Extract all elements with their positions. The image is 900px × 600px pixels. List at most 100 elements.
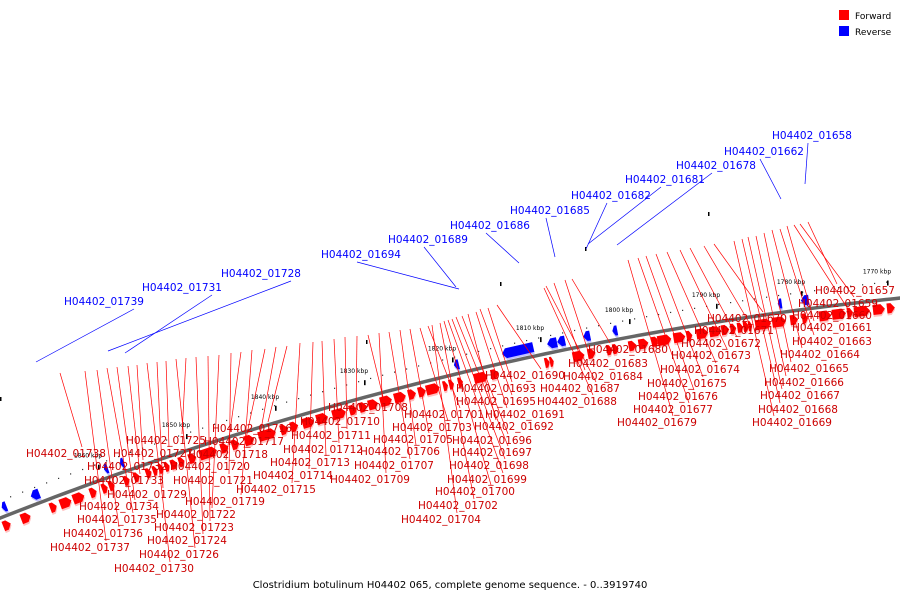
reverse-leader — [804, 142, 809, 185]
forward-leader — [181, 357, 187, 435]
forward-gene-label: H04402_01733 — [84, 475, 164, 487]
forward-gene — [58, 497, 73, 512]
reverse-gene-label: H04402_01685 — [510, 205, 590, 217]
scale-mark — [629, 319, 631, 325]
reverse-gene — [612, 325, 619, 338]
forward-gene — [132, 472, 141, 485]
forward-leader — [419, 327, 449, 422]
reverse-gene — [557, 335, 567, 349]
scale-mark — [452, 357, 454, 363]
gene-labels: H04402_01658 H04402_01662 H04402_01678 H044… — [26, 130, 895, 575]
reverse-gene — [547, 337, 559, 351]
forward-leader — [409, 328, 430, 434]
forward-leader — [211, 354, 220, 509]
forward-leader — [679, 249, 728, 350]
reverse-leader — [545, 217, 556, 258]
forward-gene-label: H04402_01663 — [792, 336, 872, 348]
reverse-gene-label: H04402_01689 — [388, 234, 468, 246]
scale-label: 1780 kbp — [777, 279, 805, 286]
reverse-gene — [103, 463, 111, 476]
forward-leader — [431, 324, 458, 514]
reverse-gene-label: H04402_01662 — [724, 146, 804, 158]
forward-gene-label: H04402_01664 — [780, 349, 860, 361]
forward-gene-label: H04402_01717 — [204, 436, 284, 448]
forward-gene — [230, 439, 240, 453]
forward-gene — [611, 343, 619, 357]
forward-gene-label: H04402_01715 — [236, 484, 316, 496]
forward-gene — [543, 357, 551, 370]
forward-gene — [48, 502, 58, 515]
reverse-gene-label: H04402_01678 — [676, 160, 756, 172]
forward-gene-label: H04402_01672 — [681, 338, 761, 350]
forward-gene-label: H04402_01722 — [156, 509, 236, 521]
forward-gene-label: H04402_01670 — [707, 313, 787, 325]
forward-leader — [127, 365, 141, 475]
forward-leader — [779, 228, 815, 336]
forward-gene-label: H04402_01684 — [563, 371, 643, 383]
forward-gene-label: H04402_01727 — [113, 448, 193, 460]
forward-gene-label: H04402_01729 — [107, 489, 187, 501]
reverse-leader — [616, 172, 713, 246]
forward-gene-label: H04402_01734 — [79, 501, 159, 513]
forward-leader — [543, 287, 594, 396]
reverse-leader — [585, 202, 608, 250]
forward-gene — [818, 310, 832, 324]
forward-leader — [571, 278, 611, 344]
forward-leader — [496, 304, 542, 370]
forward-gene-label: H04402_01721 — [173, 475, 253, 487]
reverse-gene — [30, 488, 42, 502]
forward-leader — [240, 349, 253, 496]
forward-gene-label: H04402_01707 — [354, 460, 434, 472]
forward-leader — [355, 335, 358, 416]
forward-gene — [801, 313, 809, 326]
forward-leader — [59, 372, 83, 448]
figure-caption: Clostridium botulinum H04402 065, comple… — [253, 580, 648, 591]
forward-leader — [156, 361, 164, 489]
forward-gene — [742, 321, 750, 334]
forward-leader — [439, 322, 475, 500]
forward-leader — [136, 364, 144, 461]
forward-gene-label: H04402_01720 — [170, 461, 250, 473]
forward-gene — [627, 340, 637, 354]
forward-leader — [344, 336, 348, 430]
forward-gene-label: H04402_01702 — [418, 500, 498, 512]
forward-leader — [755, 235, 787, 377]
forward-gene-label: H04402_01718 — [188, 449, 268, 461]
forward-gene — [846, 307, 854, 320]
forward-leader — [627, 259, 674, 417]
forward-gene-label: H04402_01695 — [456, 396, 536, 408]
forward-leader — [455, 316, 509, 447]
reverse-gene-label: H04402_01682 — [571, 190, 651, 202]
forward-leader — [228, 352, 232, 475]
forward-gene — [853, 305, 871, 320]
forward-gene-label: H04402_01688 — [537, 396, 617, 408]
forward-leader — [733, 240, 775, 417]
reverse-gene-label: H04402_01694 — [321, 249, 401, 261]
forward-gene-label: H04402_01738 — [26, 448, 106, 460]
forward-leader — [84, 370, 107, 542]
forward-leader — [475, 311, 508, 409]
reverse-leader — [124, 294, 213, 354]
forward-leader — [741, 238, 781, 404]
forward-gene — [358, 402, 368, 415]
forward-gene-label: H04402_01666 — [764, 377, 844, 389]
forward-leader — [443, 320, 492, 486]
forward-leader — [333, 338, 340, 444]
forward-gene-label: H04402_01725 — [126, 435, 206, 447]
forward-gene — [177, 456, 186, 470]
forward-leader — [165, 360, 170, 448]
reverse-leader — [356, 261, 460, 290]
scale-label: 1860 kbp — [74, 453, 102, 460]
forward-leader — [487, 307, 513, 383]
forward-leader — [645, 255, 695, 391]
forward-gene-label: H04402_01705 — [373, 434, 453, 446]
reverse-leader — [587, 186, 662, 245]
forward-leader — [637, 257, 690, 404]
strand-mark — [708, 212, 710, 216]
forward-gene-label: H04402_01683 — [568, 358, 648, 370]
forward-gene — [424, 383, 441, 398]
forward-leader — [388, 331, 411, 460]
strand-mark — [366, 340, 368, 344]
